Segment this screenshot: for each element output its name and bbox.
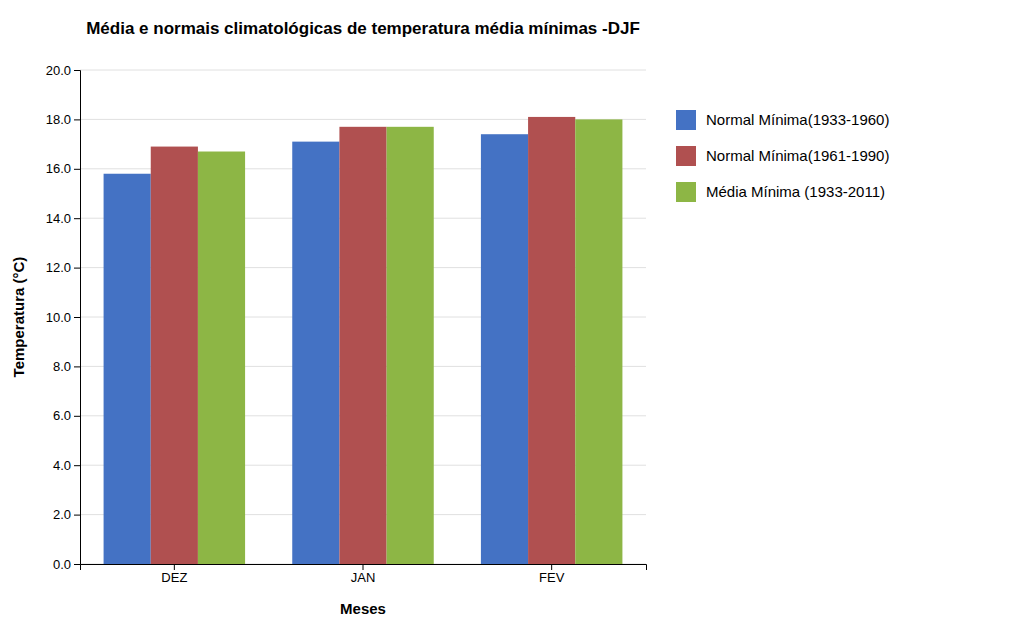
- y-axis-line: [74, 71, 81, 565]
- y-tick-label: 0.0: [53, 557, 71, 572]
- y-tick-mark: [74, 218, 80, 219]
- y-tick: 0.0: [53, 557, 80, 572]
- y-axis: 0.0 2.0 4.0 6.0 8.0 10.0 12.0 14.0 16.0 18.0 20.0: [46, 63, 81, 572]
- y-tick: 4.0: [53, 458, 80, 473]
- bar: [575, 119, 622, 564]
- legend-swatch: [676, 182, 696, 202]
- y-tick-mark: [74, 119, 80, 120]
- y-tick-mark: [74, 515, 80, 516]
- y-tick: 20.0: [46, 63, 80, 78]
- y-tick-label: 20.0: [46, 63, 71, 78]
- bar: [387, 127, 434, 564]
- x-tick: DEZ: [161, 564, 187, 585]
- y-tick: 10.0: [46, 310, 80, 325]
- bar: [292, 142, 339, 564]
- plot: DEZ JAN FEV 0.0 2.0 4.0 6.0 8.0 10.0 12.0 14.0 16.0…: [46, 63, 647, 586]
- bar: [481, 134, 528, 564]
- y-tick-mark: [74, 268, 80, 269]
- y-tick-label: 8.0: [53, 359, 71, 374]
- x-tick-mark: [551, 564, 552, 570]
- y-axis-title: Temperatura (°C): [10, 257, 27, 378]
- y-tick-label: 10.0: [46, 310, 71, 325]
- y-tick: 16.0: [46, 161, 80, 176]
- y-tick: 12.0: [46, 260, 80, 275]
- x-axis: DEZ JAN FEV: [81, 564, 647, 585]
- legend-label: Normal Mínima(1933-1960): [706, 111, 889, 128]
- x-axis-line: [81, 565, 647, 571]
- x-tick: FEV: [539, 564, 565, 585]
- y-tick-mark: [74, 70, 80, 71]
- legend-swatch: [676, 146, 696, 166]
- y-tick: 18.0: [46, 112, 80, 127]
- x-tick-label: JAN: [351, 570, 376, 585]
- y-tick: 2.0: [53, 507, 80, 522]
- grid: [80, 70, 646, 564]
- bar: [528, 117, 575, 564]
- y-tick: 6.0: [53, 408, 80, 423]
- x-tick-label: DEZ: [161, 570, 187, 585]
- bar-series: [104, 134, 528, 564]
- y-tick-label: 12.0: [46, 260, 71, 275]
- y-tick-label: 6.0: [53, 408, 71, 423]
- y-tick-label: 14.0: [46, 211, 71, 226]
- legend-item: Normal Mínima(1961-1990): [676, 146, 889, 166]
- y-tick-mark: [74, 169, 80, 170]
- x-axis-title: Meses: [340, 600, 386, 617]
- legend-swatch: [676, 110, 696, 130]
- bar: [104, 174, 151, 564]
- x-tick-mark: [174, 564, 175, 570]
- y-tick-label: 18.0: [46, 112, 71, 127]
- legend-item: Normal Mínima(1933-1960): [676, 110, 889, 130]
- legend-label: Média Mínima (1933-2011): [706, 183, 885, 200]
- y-tick: 8.0: [53, 359, 80, 374]
- legend-label: Normal Mínima(1961-1990): [706, 147, 889, 164]
- y-tick-label: 4.0: [53, 458, 71, 473]
- bar-series: [198, 119, 623, 564]
- title: Média e normais climatológicas de temper…: [86, 19, 640, 38]
- y-tick: 14.0: [46, 211, 80, 226]
- chart: DEZ JAN FEV 0.0 2.0 4.0 6.0 8.0 10.0 12.0 14.0 16.0…: [0, 0, 1016, 634]
- grid-line: [80, 70, 646, 71]
- x-tick-mark: [363, 564, 364, 570]
- y-tick-mark: [74, 564, 80, 565]
- bars: [104, 117, 623, 564]
- y-tick-mark: [74, 317, 80, 318]
- y-tick-label: 2.0: [53, 507, 71, 522]
- bar: [151, 147, 198, 564]
- legend: Normal Mínima(1933-1960) Normal Mínima(19…: [676, 110, 889, 202]
- y-tick-mark: [74, 465, 80, 466]
- legend-item: Média Mínima (1933-2011): [676, 182, 885, 202]
- x-tick-label: FEV: [539, 570, 565, 585]
- bar: [198, 152, 245, 564]
- y-tick-mark: [74, 366, 80, 367]
- y-tick-mark: [74, 416, 80, 417]
- bar: [339, 127, 386, 564]
- y-tick-label: 16.0: [46, 161, 71, 176]
- bar-series: [151, 117, 576, 564]
- x-tick: JAN: [351, 564, 376, 585]
